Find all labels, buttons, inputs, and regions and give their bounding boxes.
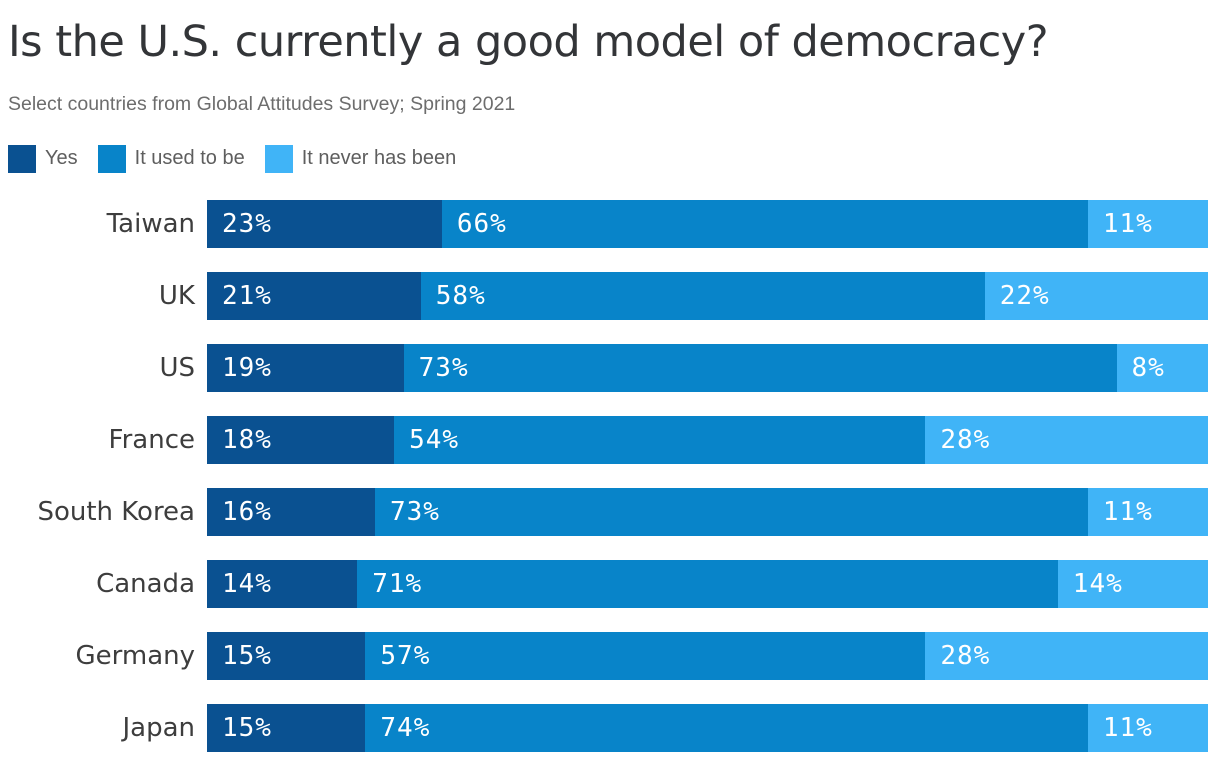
bar-value-label: 11% [1102,208,1153,239]
row-label: South Korea [37,496,195,527]
bar-segment: 16% [207,487,375,536]
bar-value-label: 73% [389,496,440,527]
legend-swatch-icon [8,144,36,173]
row-label: UK [158,280,195,311]
bar-value-label: 15% [222,640,272,671]
bar-value-label: 8% [1131,352,1165,383]
bar-value-label: 28% [940,640,991,671]
bar-value-label: 11% [1102,496,1153,527]
bar-value-label: 18% [222,424,272,455]
bar-segment: 71% [357,559,1058,608]
bar: 16% 73% 11% [207,487,1208,536]
bar: 15% 74% 11% [207,703,1208,752]
row-label: Taiwan [106,208,195,239]
chart-subtitle: Select countries from Global Attitudes S… [8,92,516,115]
bar-segment: 8% [1116,343,1208,392]
chart-row: Japan 15% 74% 11% [8,703,1208,752]
bar-segment: 14% [207,559,358,608]
bar-segment: 73% [374,487,1088,536]
legend-item: Yes [8,144,78,173]
legend: Yes It used to be It never has been [8,144,1208,173]
bar-value-label: 58% [435,280,486,311]
legend-swatch-icon [264,144,293,173]
legend-label: It used to be [134,147,245,170]
bar-value-label: 73% [418,352,469,383]
bar-value-label: 11% [1102,712,1153,743]
bar-segment: 23% [207,199,442,248]
chart-row: Germany 15% 57% 28% [8,631,1209,680]
bar-value-label: 28% [940,424,991,455]
legend-label: Yes [45,147,78,170]
bar: 19% 73% 8% [207,343,1208,392]
bar-segment: 28% [925,631,1209,680]
row-label: Japan [122,712,195,743]
bar-segment: 66% [441,199,1088,248]
bar: 23% 66% 11% [207,199,1208,248]
bar-segment: 15% [207,631,366,680]
bar-value-label: 54% [409,424,460,455]
bar-value-label: 14% [1072,568,1123,599]
bar-value-label: 14% [222,568,272,599]
bar-value-label: 19% [222,352,272,383]
chart-row: Taiwan 23% 66% 11% [8,199,1208,248]
bar-segment: 21% [207,271,421,320]
bar-segment: 22% [984,271,1208,320]
bar-segment: 15% [207,703,366,752]
bar-segment: 73% [403,343,1117,392]
legend-label: It never has been [301,147,457,170]
legend-item: It used to be [97,144,245,173]
bar-value-label: 23% [222,208,272,239]
bar: 18% 54% 28% [207,415,1208,464]
bar-value-label: 16% [222,496,272,527]
chart-title: Is the U.S. currently a good model of de… [8,17,1049,67]
bar-segment: 11% [1087,487,1208,536]
chart-row: France 18% 54% 28% [8,415,1208,464]
bar-segment: 74% [365,703,1088,752]
bar: 14% 71% 14% [207,559,1208,608]
legend-item: It never has been [264,144,457,173]
bar-segment: 57% [365,631,926,680]
bar-value-label: 57% [380,640,431,671]
bar-segment: 19% [207,343,404,392]
bar-value-label: 15% [222,712,272,743]
bar-segment: 14% [1057,559,1208,608]
row-label: France [108,424,195,455]
bar-value-label: 21% [222,280,272,311]
bar-value-label: 66% [456,208,507,239]
bar-value-label: 22% [999,280,1050,311]
bar-segment: 58% [420,271,985,320]
bar-segment: 11% [1087,199,1208,248]
bar-segment: 18% [207,415,395,464]
chart-row: UK 21% 58% 22% [8,271,1208,320]
chart-row: US 19% 73% 8% [8,343,1208,392]
row-label: Canada [96,568,195,599]
legend-swatch-icon [97,144,126,173]
bar-segment: 11% [1087,703,1208,752]
row-label: US [159,352,195,383]
bar-value-label: 74% [380,712,431,743]
stacked-bar-chart: Taiwan 23% 66% 11% UK 21% 58% 22% US 19% 73% 8% Fran… [8,199,1209,752]
bar: 21% 58% 22% [207,271,1208,320]
bar: 15% 57% 28% [207,631,1209,680]
row-label: Germany [75,640,195,671]
bar-value-label: 71% [372,568,423,599]
chart-row: South Korea 16% 73% 11% [8,487,1208,536]
bar-segment: 28% [925,415,1208,464]
bar-segment: 54% [394,415,926,464]
chart-row: Canada 14% 71% 14% [8,559,1208,608]
